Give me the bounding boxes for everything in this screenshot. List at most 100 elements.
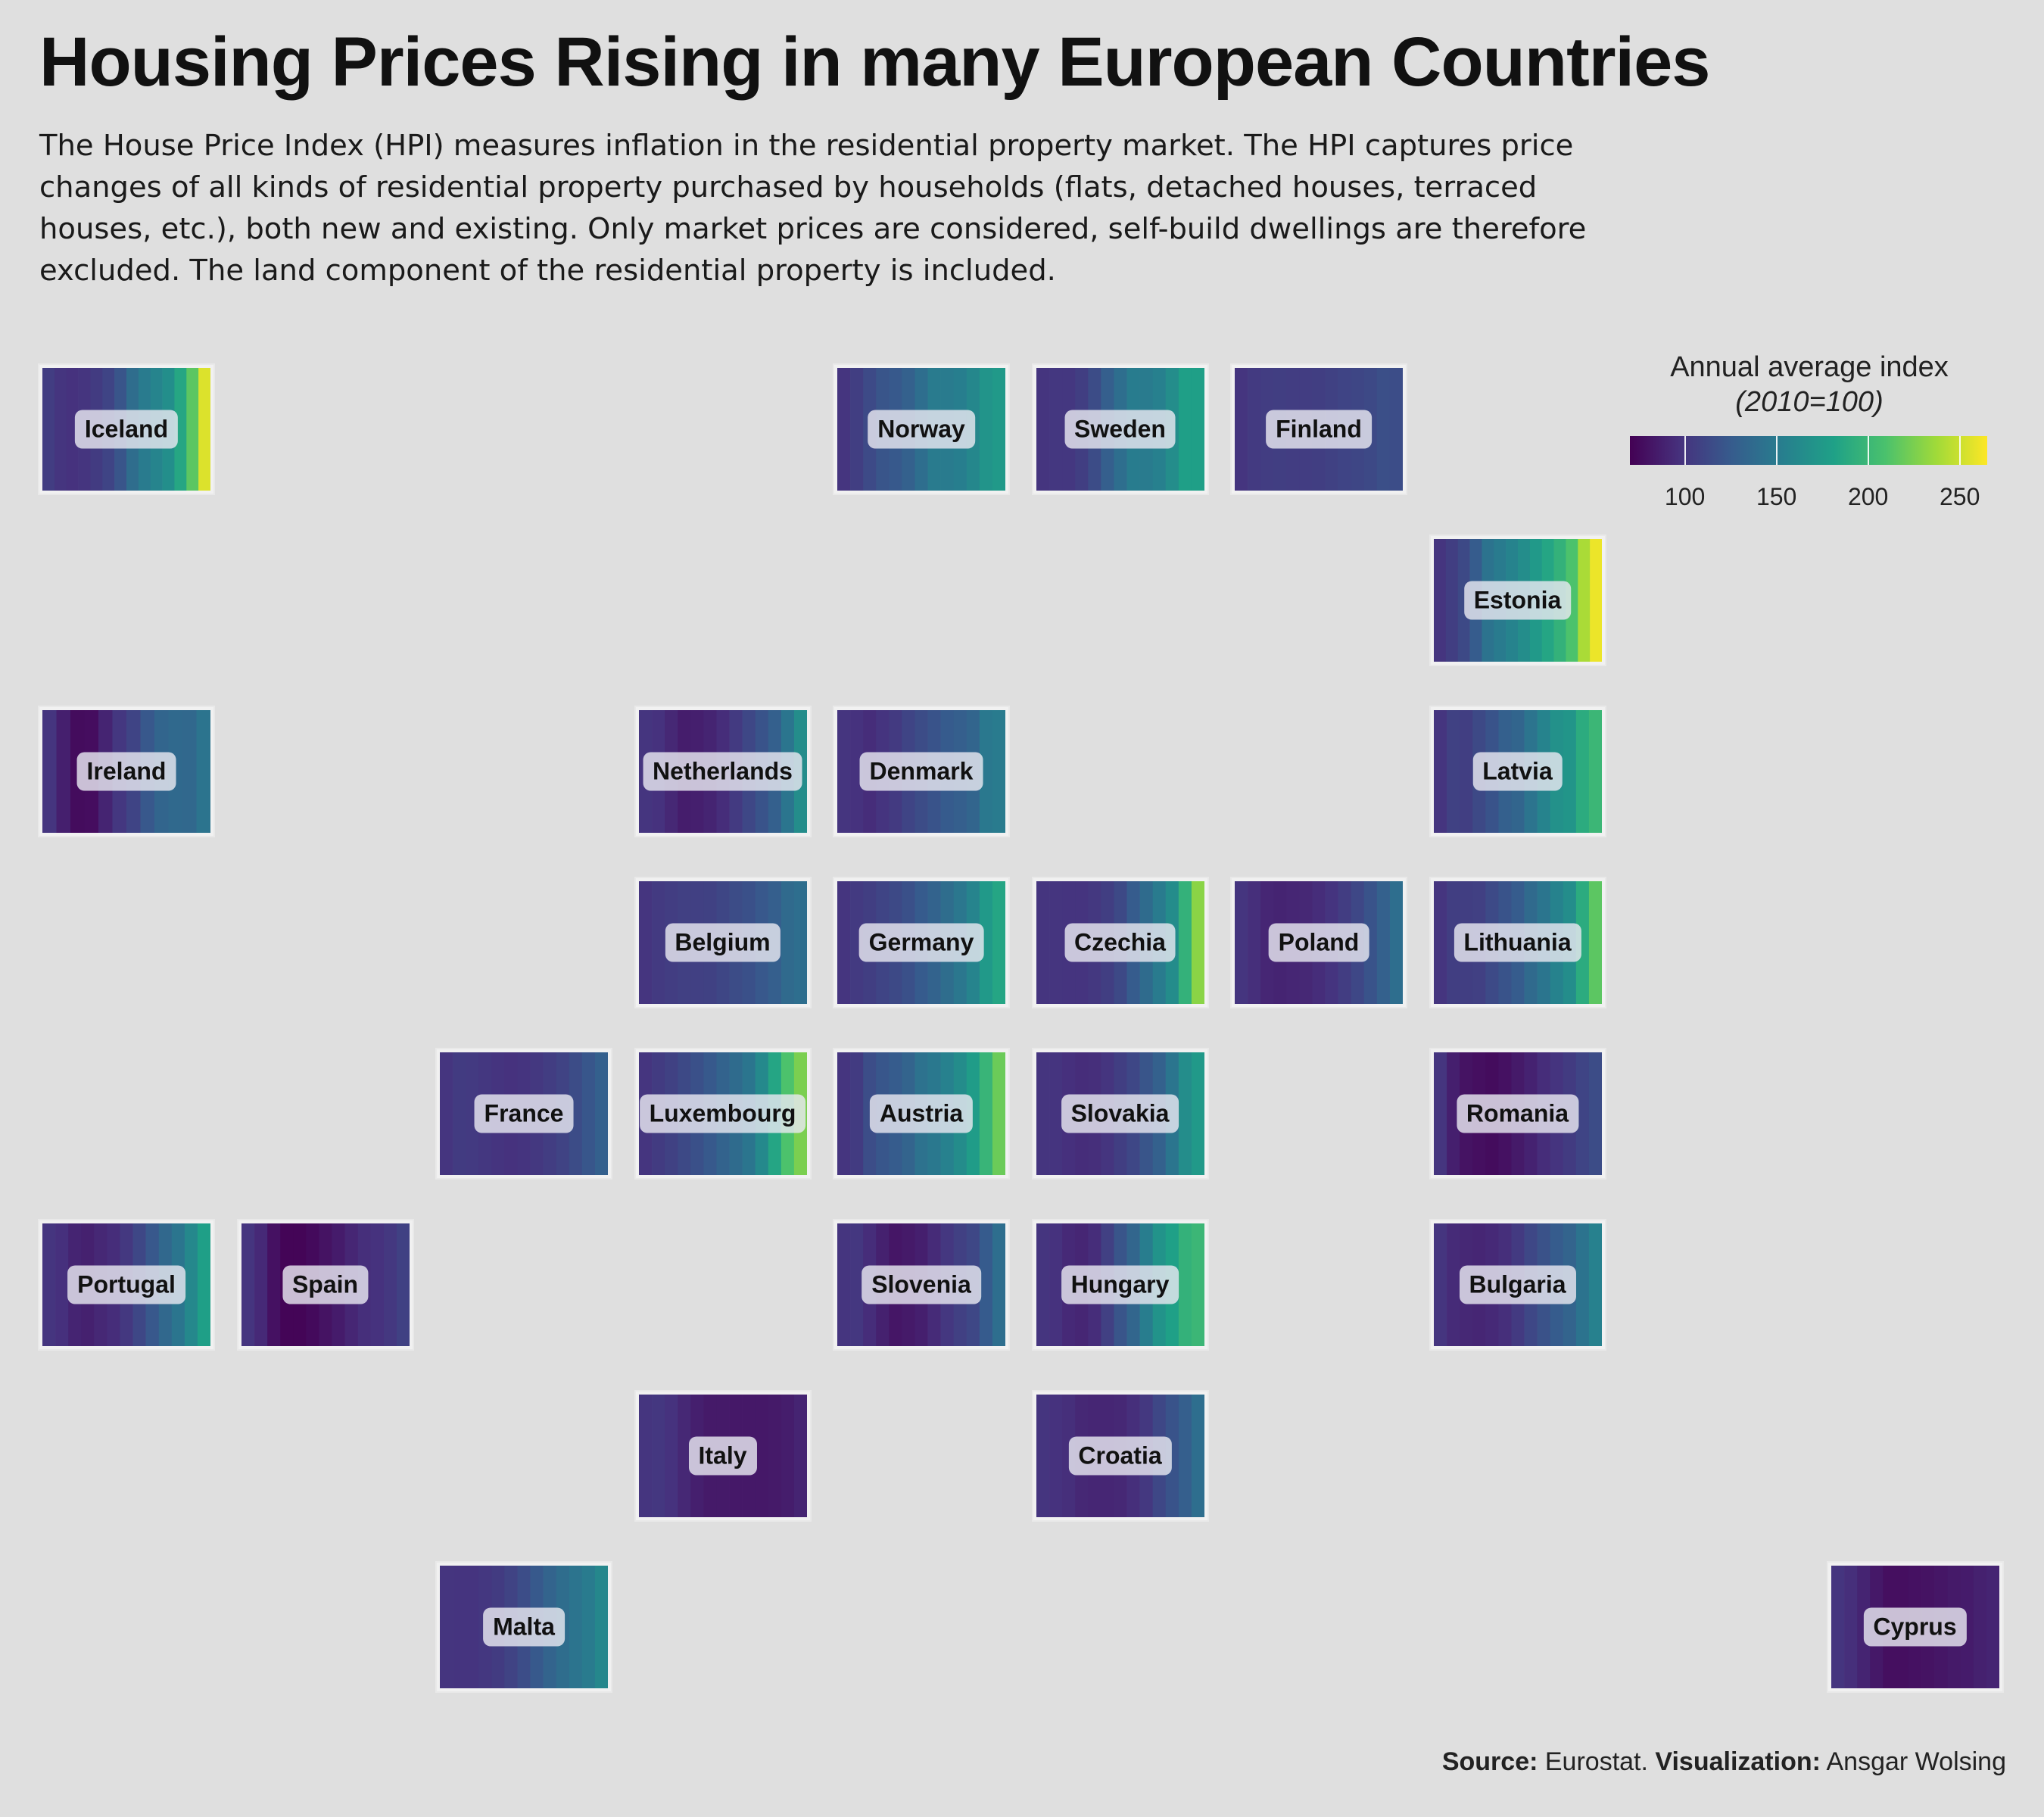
legend-tick-mark xyxy=(1775,436,1778,465)
hpi-stripe xyxy=(54,368,67,491)
hpi-stripe xyxy=(979,881,993,1004)
hpi-stripe xyxy=(1433,1052,1447,1175)
country-label: Slovakia xyxy=(1061,1094,1179,1133)
hpi-stripe xyxy=(1445,539,1458,662)
hpi-stripe xyxy=(1973,1566,1986,1688)
hpi-stripe xyxy=(664,1395,678,1517)
hpi-stripe xyxy=(370,1223,384,1346)
hpi-stripe xyxy=(863,1052,877,1175)
hpi-stripe xyxy=(594,1052,608,1175)
hpi-stripe xyxy=(850,368,864,491)
country-label: Romania xyxy=(1456,1094,1579,1133)
country-label: Ireland xyxy=(76,752,176,791)
hpi-stripe xyxy=(440,1566,453,1688)
hpi-stripe xyxy=(453,1566,466,1688)
country-stripes xyxy=(1433,881,1602,1004)
hpi-stripe xyxy=(1588,1223,1602,1346)
hpi-stripe xyxy=(1588,1052,1602,1175)
country-tile-slovenia: Slovenia xyxy=(834,1220,1008,1349)
hpi-stripe xyxy=(1048,368,1062,491)
hpi-stripe xyxy=(1191,881,1204,1004)
hpi-stripe xyxy=(42,710,57,833)
hpi-stripe xyxy=(850,710,864,833)
country-tile-ireland: Ireland xyxy=(39,707,213,836)
country-label: Denmark xyxy=(859,752,983,791)
hpi-stripe xyxy=(1061,1395,1076,1517)
hpi-stripe xyxy=(1178,1395,1192,1517)
hpi-stripe xyxy=(1563,710,1576,833)
hpi-stripe xyxy=(581,1052,596,1175)
hpi-stripe xyxy=(1376,368,1391,491)
country-tile-romania: Romania xyxy=(1430,1049,1605,1178)
country-label: Portugal xyxy=(67,1265,185,1304)
country-tile-sweden: Sweden xyxy=(1033,365,1207,494)
hpi-stripe xyxy=(266,1223,281,1346)
hpi-stripe xyxy=(1575,710,1589,833)
hpi-stripe xyxy=(1036,1223,1049,1346)
source-label: Source: xyxy=(1441,1747,1538,1776)
hpi-stripe xyxy=(768,1395,781,1517)
hpi-stripe xyxy=(1446,1223,1460,1346)
hpi-stripe xyxy=(383,1223,397,1346)
hpi-stripe xyxy=(254,1223,267,1346)
hpi-stripe xyxy=(850,1052,864,1175)
hpi-stripe xyxy=(1248,368,1261,491)
legend-color-bar xyxy=(1630,436,1987,465)
country-label: Cyprus xyxy=(1863,1607,1967,1647)
hpi-stripe xyxy=(850,1223,864,1346)
hpi-stripe xyxy=(1191,1052,1204,1175)
hpi-stripe xyxy=(581,1566,596,1688)
hpi-stripe xyxy=(1575,881,1589,1004)
hpi-stripe xyxy=(182,710,197,833)
country-tile-portugal: Portugal xyxy=(39,1220,213,1349)
country-label: Austria xyxy=(869,1094,974,1133)
country-label: Spain xyxy=(282,1265,369,1304)
country-stripes xyxy=(241,1223,410,1346)
country-tile-czechia: Czechia xyxy=(1033,878,1207,1007)
hpi-stripe xyxy=(1048,881,1062,1004)
hpi-stripe xyxy=(1986,1566,1999,1688)
hpi-stripe xyxy=(1036,368,1049,491)
hpi-stripe xyxy=(837,1052,851,1175)
country-label: Hungary xyxy=(1061,1265,1179,1304)
chart-subtitle: The House Price Index (HPI) measures inf… xyxy=(39,129,1587,288)
hpi-stripe xyxy=(1457,539,1470,662)
hpi-stripe xyxy=(1446,1052,1460,1175)
viz-text: Ansgar Wolsing xyxy=(1820,1747,2007,1776)
country-stripes xyxy=(1036,1395,1204,1517)
country-tile-bulgaria: Bulgaria xyxy=(1430,1220,1605,1349)
hpi-stripe xyxy=(1178,368,1192,491)
hpi-stripe xyxy=(1433,710,1447,833)
hpi-stripe xyxy=(569,1566,583,1688)
country-tile-latvia: Latvia xyxy=(1430,707,1605,836)
hpi-stripe xyxy=(466,1566,479,1688)
country-tile-belgium: Belgium xyxy=(635,878,810,1007)
source-caption: Source: Eurostat. Visualization: Ansgar … xyxy=(1442,1747,2006,1777)
hpi-stripe xyxy=(781,1395,794,1517)
country-tile-italy: Italy xyxy=(635,1392,810,1520)
hpi-stripe xyxy=(1048,1052,1062,1175)
hpi-stripe xyxy=(1248,881,1261,1004)
country-tile-france: France xyxy=(437,1049,611,1178)
hpi-stripe xyxy=(781,881,794,1004)
hpi-stripe xyxy=(1575,1223,1589,1346)
hpi-stripe xyxy=(198,368,210,491)
legend-tick-label: 200 xyxy=(1847,483,1889,510)
legend-tick-label: 150 xyxy=(1756,483,1797,510)
country-label: Finland xyxy=(1266,410,1372,449)
hpi-stripe xyxy=(186,368,199,491)
hpi-stripe xyxy=(979,1223,993,1346)
hpi-stripe xyxy=(440,1052,453,1175)
hpi-stripe xyxy=(569,1052,583,1175)
country-label: Bulgaria xyxy=(1459,1265,1576,1304)
hpi-stripe xyxy=(1960,1566,1974,1688)
hpi-stripe xyxy=(638,1395,652,1517)
hpi-stripe xyxy=(1589,539,1602,662)
country-label: Iceland xyxy=(74,410,179,449)
hpi-stripe xyxy=(837,1223,851,1346)
country-label: Sweden xyxy=(1064,410,1176,449)
country-tile-malta: Malta xyxy=(437,1563,611,1691)
country-label: Poland xyxy=(1268,923,1369,962)
hpi-stripe xyxy=(1389,368,1403,491)
